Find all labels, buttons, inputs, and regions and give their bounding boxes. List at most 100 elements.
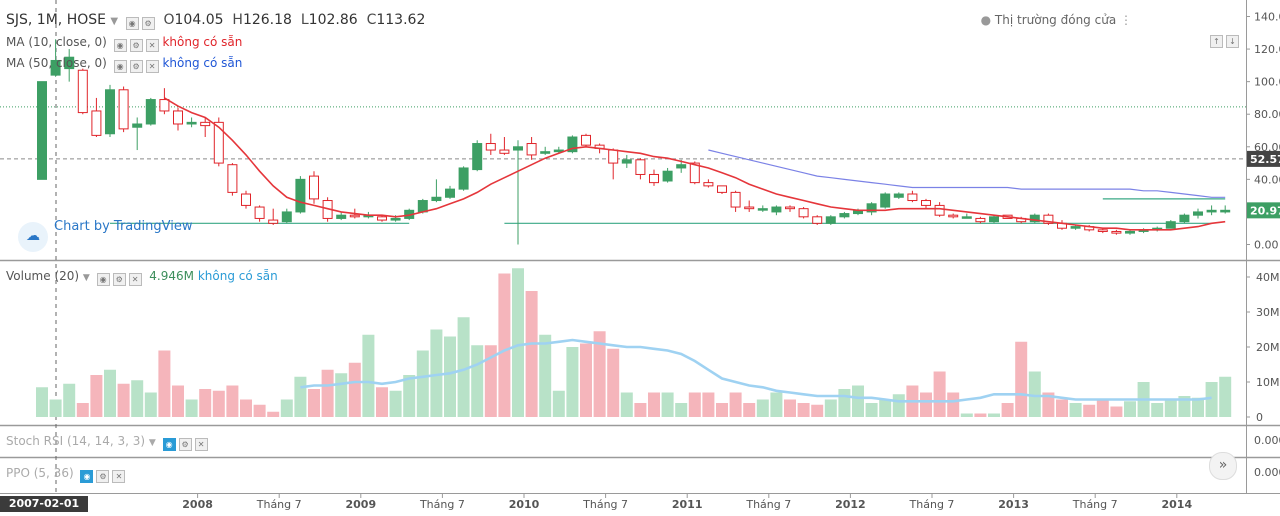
candle	[581, 134, 591, 146]
tradingview-branding[interactable]: ☁ Chart by TradingView	[18, 219, 192, 252]
volume-bar	[63, 383, 76, 417]
volume-label[interactable]: Volume (20)	[6, 269, 80, 283]
volume-bar	[335, 373, 348, 417]
volume-bar	[90, 375, 103, 417]
volume-bar	[104, 369, 116, 417]
volume-bar	[947, 392, 960, 417]
volume-bar	[784, 399, 796, 417]
volume-tick-label: 30M	[1256, 306, 1280, 319]
candle	[621, 159, 632, 164]
gear-icon[interactable]: ⚙	[141, 17, 155, 30]
volume-bar	[158, 350, 171, 417]
ma10-label[interactable]: MA (10, close, 0)	[6, 35, 107, 49]
ma50-legend: MA (50, close, 0) ◉ ⚙ ✕ không có sẵn	[6, 55, 242, 73]
candle	[417, 200, 428, 213]
volume-bar	[49, 399, 62, 417]
time-tick-label: 2014	[1161, 498, 1192, 511]
ma50-label[interactable]: MA (50, close, 0)	[6, 56, 107, 70]
eye-icon[interactable]: ◉	[80, 470, 94, 483]
ma10-value: không có sẵn	[162, 35, 243, 49]
scroll-to-latest-button[interactable]: »	[1209, 452, 1237, 480]
volume-bar	[348, 362, 361, 417]
volume-bar	[321, 369, 334, 417]
time-tick-label: Tháng 7	[582, 498, 628, 511]
volume-legend: Volume (20) ▼ ◉ ⚙ ✕ 4.946M không có sẵn	[6, 268, 278, 286]
high-value: 126.18	[242, 12, 292, 28]
volume-bar	[280, 399, 293, 417]
volume-bar	[879, 399, 892, 417]
chevron-down-icon[interactable]: ▼	[148, 438, 156, 448]
volume-bar	[376, 387, 388, 417]
candle	[1029, 214, 1040, 223]
volume-bar	[267, 411, 280, 417]
candle	[730, 191, 741, 208]
volume-bar	[308, 389, 320, 417]
volume-bar	[661, 392, 674, 417]
volume-bar	[743, 403, 756, 417]
more-icon[interactable]: ⋮	[1120, 13, 1132, 27]
candle	[336, 214, 347, 219]
ma10-line	[163, 97, 1226, 231]
candle	[431, 196, 442, 202]
close-label: C	[366, 12, 377, 28]
volume-bar	[1205, 382, 1218, 417]
candle	[227, 164, 238, 193]
close-icon[interactable]: ✕	[145, 39, 159, 52]
volume-bar	[389, 390, 402, 417]
close-icon[interactable]: ✕	[112, 470, 126, 483]
volume-bar	[294, 376, 307, 417]
gear-icon[interactable]: ⚙	[178, 438, 192, 451]
ppo-label[interactable]: PPO (5, 36)	[6, 466, 74, 480]
candle	[948, 214, 959, 218]
volume-bar	[838, 389, 851, 417]
arrow-up-icon[interactable]: ↑	[1210, 35, 1223, 48]
gear-icon[interactable]: ⚙	[129, 39, 143, 52]
gear-icon[interactable]: ⚙	[96, 470, 110, 483]
candle	[703, 182, 714, 187]
volume-bar	[1069, 403, 1082, 417]
volume-bar	[988, 413, 1000, 417]
eye-icon[interactable]: ◉	[125, 17, 139, 30]
ma50-value: không có sẵn	[162, 56, 243, 70]
candle	[1125, 230, 1135, 234]
time-tick-label: 2013	[998, 498, 1029, 511]
time-tick-label: Tháng 7	[256, 498, 302, 511]
arrow-down-icon[interactable]: ↓	[1226, 35, 1239, 48]
eye-icon[interactable]: ◉	[96, 273, 110, 286]
close-icon[interactable]: ✕	[128, 273, 142, 286]
chevron-down-icon[interactable]: ▼	[82, 273, 90, 283]
volume-bar	[131, 380, 144, 417]
ma10-legend: MA (10, close, 0) ◉ ⚙ ✕ không có sẵn	[6, 34, 242, 52]
symbol-title[interactable]: SJS, 1M, HOSE	[6, 12, 106, 28]
volume-value: 4.946M	[149, 269, 195, 283]
candle	[1193, 211, 1203, 216]
stoch-label[interactable]: Stoch RSI (14, 14, 3, 3)	[6, 434, 146, 448]
price-label: 52.57	[1250, 153, 1280, 166]
candle	[608, 149, 619, 164]
gear-icon[interactable]: ⚙	[112, 273, 126, 286]
candle	[921, 200, 931, 206]
volume-bar	[756, 399, 769, 417]
price-label-box	[1247, 202, 1280, 219]
eye-icon[interactable]: ◉	[162, 438, 176, 451]
candle	[1043, 214, 1054, 224]
candle	[445, 188, 455, 198]
eye-icon[interactable]: ◉	[113, 39, 127, 52]
volume-bar	[566, 347, 579, 417]
gear-icon[interactable]: ⚙	[129, 60, 143, 73]
time-tick-label: Tháng 7	[909, 498, 955, 511]
volume-tick-label: 20M	[1256, 341, 1280, 354]
eye-icon[interactable]: ◉	[113, 60, 127, 73]
close-icon[interactable]: ✕	[194, 438, 208, 451]
close-value: 113.62	[376, 12, 426, 28]
high-label: H	[232, 12, 243, 28]
candle	[159, 99, 170, 112]
candle	[649, 173, 659, 184]
close-icon[interactable]: ✕	[145, 60, 159, 73]
chevron-down-icon[interactable]: ▼	[110, 16, 119, 27]
volume-bar	[362, 334, 375, 417]
time-tick-label: 2010	[509, 498, 540, 511]
volume-ma-value: không có sẵn	[197, 269, 278, 283]
